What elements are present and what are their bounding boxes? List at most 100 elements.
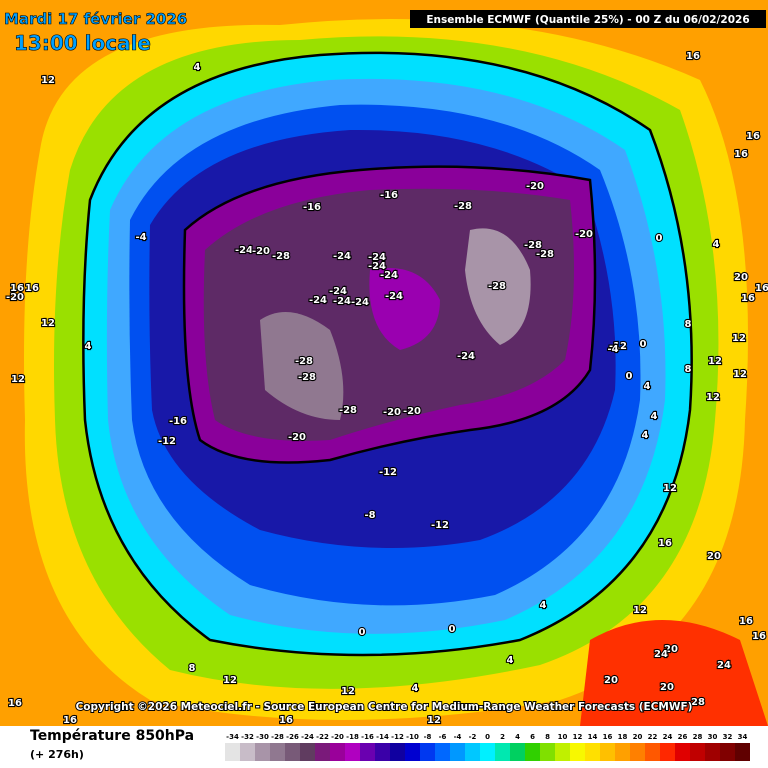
contour-label: -20 <box>383 407 401 418</box>
contour-label: -24 <box>235 245 253 256</box>
colorbar-cell <box>330 743 345 761</box>
contour-label: -28 <box>524 240 542 251</box>
contour-label: 12 <box>706 392 720 403</box>
colorbar-cell <box>360 743 375 761</box>
contour-label: -28 <box>272 251 290 262</box>
colorbar-cell <box>255 743 270 761</box>
contour-label: -20 <box>6 292 24 303</box>
contour-label: 0 <box>656 233 663 244</box>
contour-label: 12 <box>341 686 355 697</box>
contour-label: 4 <box>642 430 649 441</box>
contour-label: 4 <box>507 655 514 666</box>
contour-label: 16 <box>658 538 672 549</box>
colorbar-label: 24 <box>663 733 673 741</box>
colorbar-label: 2 <box>500 733 505 741</box>
colorbar-label: 32 <box>723 733 733 741</box>
contour-label: 8 <box>685 319 692 330</box>
contour-label: -24 <box>368 252 386 263</box>
colorbar-cell <box>300 743 315 761</box>
contour-label: 8 <box>685 364 692 375</box>
colorbar-cell <box>705 743 720 761</box>
colorbar-label: -4 <box>454 733 462 741</box>
contour-label: -24 <box>368 261 386 272</box>
colorbar-cell <box>420 743 435 761</box>
contour-label: -20 <box>252 246 270 257</box>
contour-label: 16 <box>746 131 760 142</box>
contour-label: -28 <box>339 405 357 416</box>
colorbar-cell <box>315 743 330 761</box>
colorbar-label: -32 <box>241 733 254 741</box>
colorbar-cell <box>390 743 405 761</box>
contour-label: -12 <box>431 520 449 531</box>
colorbar-cell <box>225 743 240 761</box>
contour-label: -20 <box>288 432 306 443</box>
contour-label: -24 <box>457 351 475 362</box>
colorbar-cell <box>540 743 555 761</box>
contour-label: 16 <box>8 698 22 709</box>
contour-line <box>82 51 693 657</box>
contour-label: -24 <box>309 295 327 306</box>
colorbar-cell <box>600 743 615 761</box>
contour-label: -16 <box>380 190 398 201</box>
colorbar-cell <box>660 743 675 761</box>
colorbar-label: 4 <box>515 733 520 741</box>
colorbar-cell <box>240 743 255 761</box>
colorbar-cell <box>345 743 360 761</box>
contour-label: -24 <box>380 270 398 281</box>
contour-label: -24 <box>351 297 369 308</box>
contour-label: 4 <box>713 239 720 250</box>
contour-label: 12 <box>663 483 677 494</box>
contour-label: 0 <box>449 624 456 635</box>
contour-label: 12 <box>41 318 55 329</box>
contour-label: 0 <box>640 339 647 350</box>
contour-label: 24 <box>654 649 668 660</box>
contour-label: 4 <box>651 411 658 422</box>
contour-label: -28 <box>536 249 554 260</box>
colorbar-cell <box>555 743 570 761</box>
contour-label: 16 <box>63 715 77 726</box>
contour-label: -12 <box>158 436 176 447</box>
contour-label: 20 <box>664 644 678 655</box>
contour-label: 16 <box>686 51 700 62</box>
colorbar: -34 -32 -30 -28 -26 -24 -22 -20 -18 -16 -14 -12 -10-… <box>225 733 750 761</box>
colorbar-cell <box>735 743 750 761</box>
colorbar-cell <box>495 743 510 761</box>
colorbar-label: 30 <box>708 733 718 741</box>
contour-label: 16 <box>752 631 766 642</box>
colorbar-label: 28 <box>693 733 703 741</box>
contour-label: 4 <box>412 683 419 694</box>
colorbar-label: 14 <box>588 733 598 741</box>
zone-cold-core <box>465 228 531 345</box>
zone-red <box>580 620 768 726</box>
colorbar-label: 0 <box>485 733 490 741</box>
colorbar-label: -28 <box>271 733 284 741</box>
zone-cold-core <box>260 312 344 420</box>
contour-label: 20 <box>604 675 618 686</box>
contour-label: 12 <box>223 675 237 686</box>
contour-label: 28 <box>691 697 705 708</box>
contour-label: -12 <box>379 467 397 478</box>
lead-time: (+ 276h) <box>30 748 84 761</box>
contour-label: -20 <box>526 181 544 192</box>
colorbar-cell <box>570 743 585 761</box>
contour-label: 4 <box>194 62 201 73</box>
colorbar-cell <box>645 743 660 761</box>
colorbar-label: 8 <box>545 733 550 741</box>
contour-label: 16 <box>25 283 39 294</box>
colorbar-cell <box>525 743 540 761</box>
date-text: Mardi 17 février 2026 <box>4 10 187 28</box>
time-text: 13:00 locale <box>14 31 151 55</box>
colorbar-cell <box>720 743 735 761</box>
colorbar-label: 26 <box>678 733 688 741</box>
colorbar-label: 18 <box>618 733 628 741</box>
colorbar-cell <box>615 743 630 761</box>
contour-label: 20 <box>734 272 748 283</box>
contour-label: 12 <box>708 356 722 367</box>
colorbar-label: 10 <box>558 733 568 741</box>
colorbar-cell <box>510 743 525 761</box>
colorbar-cell <box>450 743 465 761</box>
legend-title: Température 850hPa <box>30 728 194 744</box>
colorbar-cell <box>675 743 690 761</box>
contour-label: -24 <box>329 286 347 297</box>
